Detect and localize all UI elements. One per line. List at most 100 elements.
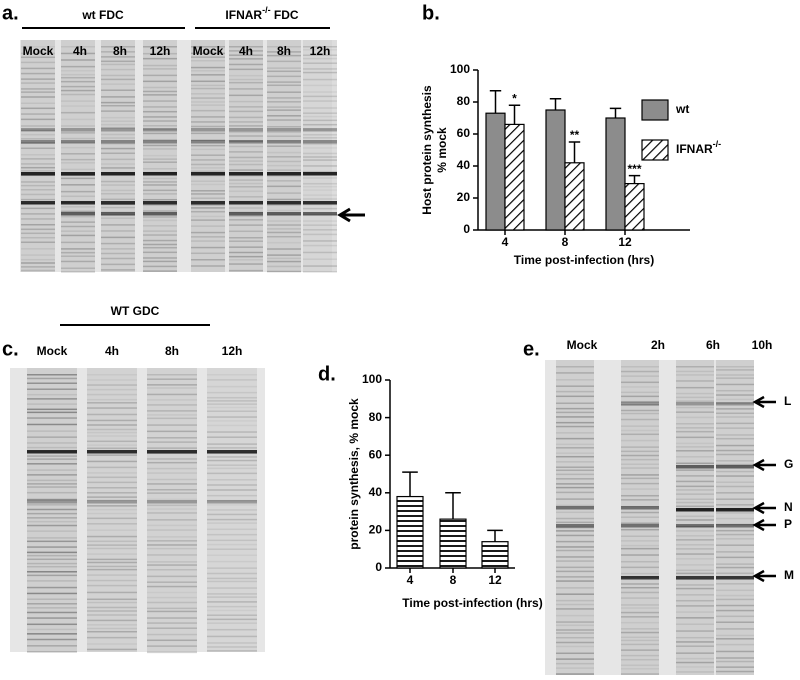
band (556, 478, 594, 480)
band (61, 230, 95, 232)
band (147, 564, 197, 566)
band (303, 143, 337, 145)
band (147, 374, 197, 376)
legend-sup: -/- (713, 139, 722, 149)
band (147, 585, 197, 588)
band (716, 589, 754, 592)
band (267, 248, 301, 250)
band (207, 379, 257, 381)
band (621, 522, 659, 525)
band (147, 568, 197, 571)
band (21, 154, 55, 156)
band (676, 641, 714, 643)
band (207, 420, 257, 422)
band (191, 252, 225, 255)
band (267, 220, 301, 222)
band (267, 140, 301, 142)
band (229, 207, 263, 209)
band (143, 158, 177, 160)
band (143, 138, 177, 141)
band (556, 556, 594, 558)
band (621, 386, 659, 388)
band (303, 54, 337, 57)
band (61, 85, 95, 88)
band (676, 524, 714, 528)
band (716, 524, 754, 528)
band (147, 414, 197, 416)
band (21, 96, 55, 98)
lane-label: Mock (193, 44, 224, 58)
x-tick-label: 12 (618, 235, 632, 249)
band (556, 469, 594, 472)
band (191, 80, 225, 83)
band (191, 93, 225, 95)
band (229, 160, 263, 162)
band (303, 212, 337, 216)
band (621, 375, 659, 377)
band (21, 184, 55, 187)
y-tick-label: 40 (369, 485, 383, 499)
band (621, 391, 659, 394)
band (21, 269, 55, 272)
band (61, 93, 95, 96)
band (267, 198, 301, 201)
lane-label: 12h (310, 44, 331, 58)
band (27, 623, 77, 626)
legend-swatch (641, 99, 669, 121)
band (229, 246, 263, 248)
band (556, 624, 594, 627)
band (101, 198, 135, 201)
arrow (752, 569, 776, 583)
band (676, 666, 714, 668)
band (143, 68, 177, 70)
band (676, 564, 714, 566)
band (621, 433, 659, 436)
band (87, 584, 137, 587)
band (87, 565, 137, 568)
band (191, 104, 225, 106)
band (87, 384, 137, 386)
band (87, 398, 137, 401)
band (716, 416, 754, 418)
band (147, 622, 197, 624)
band (191, 101, 225, 103)
band (621, 591, 659, 594)
error-bar (508, 104, 521, 125)
band (556, 511, 594, 514)
band (621, 499, 659, 501)
band (27, 500, 77, 504)
band (87, 424, 137, 426)
band (101, 128, 135, 132)
band (27, 638, 77, 641)
band (267, 119, 301, 121)
band (207, 614, 257, 616)
y-tick-label: 20 (457, 190, 471, 204)
band (621, 649, 659, 651)
band (191, 240, 225, 242)
band (556, 621, 594, 623)
band (303, 203, 337, 206)
gels (10, 40, 754, 675)
band (267, 231, 301, 234)
band (27, 417, 77, 419)
band (267, 46, 301, 48)
band (27, 537, 77, 539)
band (556, 576, 594, 578)
band (556, 530, 594, 532)
lane-label: 4h (73, 44, 87, 58)
band (143, 189, 177, 192)
band (716, 394, 754, 396)
arrow (752, 518, 776, 532)
band (143, 161, 177, 163)
band (621, 583, 659, 585)
band (229, 78, 263, 81)
band (61, 52, 95, 55)
band (143, 140, 177, 144)
band (716, 628, 754, 630)
band (716, 643, 754, 646)
band (229, 145, 263, 148)
band (147, 575, 197, 578)
band (556, 652, 594, 655)
band (101, 56, 135, 58)
band (27, 455, 77, 457)
